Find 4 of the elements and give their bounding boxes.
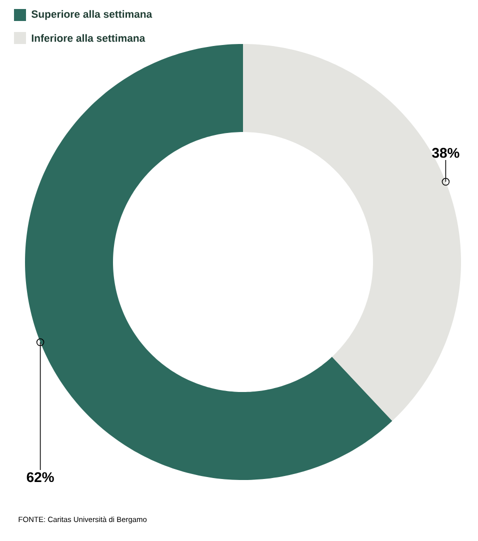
data-label: 62%: [26, 472, 54, 482]
data-label: 38%: [432, 148, 460, 158]
legend-label: Inferiore alla settimana: [32, 34, 146, 42]
legend-label: Superiore alla settimana: [31, 10, 152, 20]
